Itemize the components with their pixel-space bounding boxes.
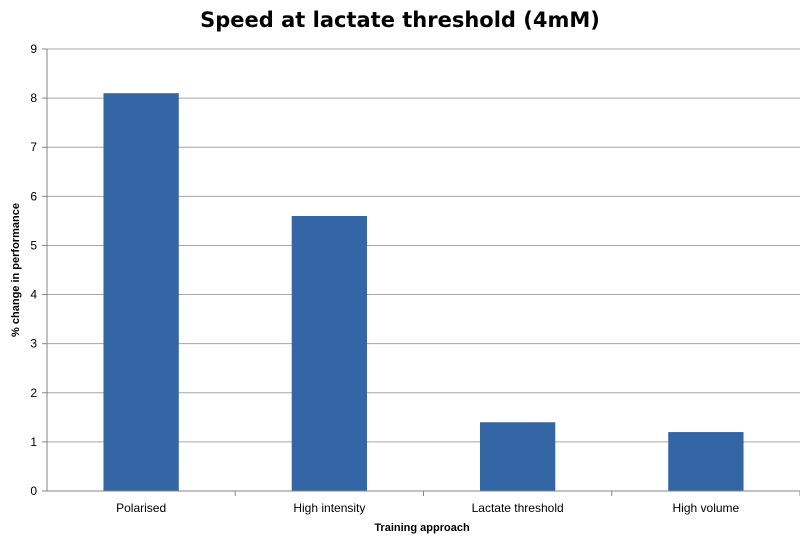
y-tick-label: 0: [30, 484, 37, 498]
y-tick-label: 4: [30, 288, 37, 302]
x-tick-label: Lactate threshold: [472, 501, 564, 515]
y-tick-label: 5: [30, 238, 37, 252]
bar: [291, 215, 368, 491]
x-tick-label: Polarised: [116, 501, 166, 515]
chart-title: Speed at lactate threshold (4mM): [200, 8, 600, 32]
bar: [103, 93, 179, 491]
y-tick-label: 6: [30, 189, 37, 203]
y-axis-title: % change in performance: [10, 203, 22, 337]
y-tick-label: 3: [30, 337, 37, 351]
bars: [103, 93, 744, 491]
axes: [42, 48, 800, 496]
y-tick-label: 1: [30, 435, 37, 449]
bar: [479, 422, 556, 491]
y-tick-label: 9: [30, 42, 37, 56]
x-axis-title: Training approach: [374, 522, 470, 534]
y-tick-labels: 0 1 2 3 4 5 6 7 8 9: [30, 42, 37, 498]
y-tick-label: 2: [30, 386, 37, 400]
x-tick-label: High volume: [673, 501, 740, 515]
x-tick-label: High intensity: [293, 501, 365, 515]
x-tick-labels: Polarised High intensity Lactate threshold…: [116, 501, 739, 515]
y-tick-label: 7: [30, 140, 37, 154]
bar: [668, 432, 744, 491]
y-tick-label: 8: [30, 91, 37, 105]
